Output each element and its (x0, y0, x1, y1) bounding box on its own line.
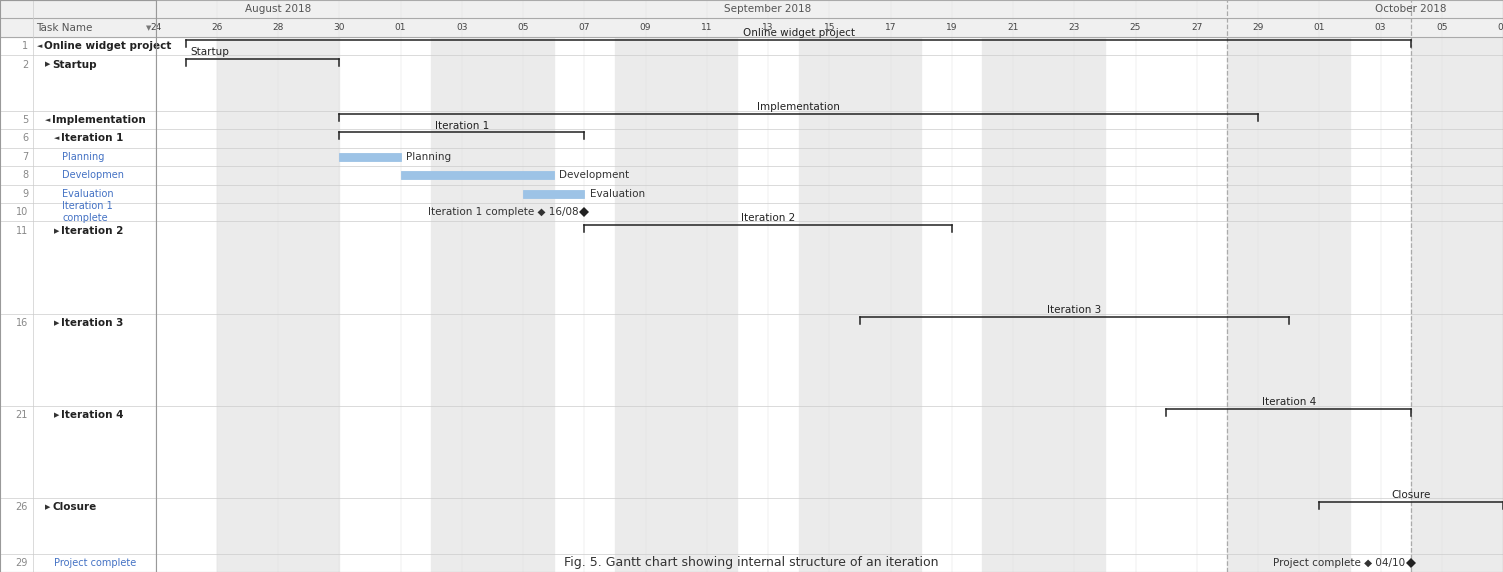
Text: 19: 19 (945, 23, 957, 32)
Text: 7: 7 (21, 152, 29, 162)
Text: 17: 17 (885, 23, 896, 32)
Text: Fig. 5. Gantt chart showing internal structure of an iteration: Fig. 5. Gantt chart showing internal str… (564, 556, 939, 569)
Text: ▶: ▶ (54, 320, 59, 326)
Text: 10: 10 (15, 207, 29, 217)
Bar (493, 0, 553, 572)
Text: Project complete: Project complete (54, 558, 135, 568)
Bar (0, 0, 156, 37)
Text: Developmen: Developmen (62, 170, 125, 180)
Text: September 2018: September 2018 (724, 4, 812, 14)
Text: 13: 13 (762, 23, 774, 32)
Bar (1411, 0, 1473, 572)
Bar (676, 0, 738, 572)
Bar (278, 0, 340, 572)
Text: Iteration 3: Iteration 3 (60, 318, 123, 328)
Text: Iteration 2: Iteration 2 (60, 225, 123, 236)
Text: 05: 05 (517, 23, 529, 32)
Text: 07: 07 (1497, 23, 1503, 32)
Text: 16: 16 (15, 318, 29, 328)
Text: 03: 03 (455, 23, 467, 32)
Text: 24: 24 (150, 23, 161, 32)
Text: Closure: Closure (1392, 490, 1431, 500)
Text: 30: 30 (334, 23, 346, 32)
Text: October 2018: October 2018 (1375, 4, 1447, 14)
Text: 11: 11 (15, 225, 29, 236)
Text: Iteration 1
complete: Iteration 1 complete (62, 201, 113, 223)
Text: 03: 03 (1375, 23, 1386, 32)
Bar (1473, 0, 1503, 572)
Text: 01: 01 (1314, 23, 1326, 32)
Text: ▶: ▶ (54, 228, 59, 233)
Bar (1228, 0, 1288, 572)
Text: 09: 09 (640, 23, 651, 32)
Bar (983, 0, 1043, 572)
Bar (523, 190, 585, 198)
Text: August 2018: August 2018 (245, 4, 311, 14)
Text: 15: 15 (824, 23, 836, 32)
Text: Implementation: Implementation (758, 102, 840, 112)
Text: Iteration 4: Iteration 4 (60, 410, 123, 420)
Text: 29: 29 (15, 558, 29, 568)
Text: 21: 21 (1007, 23, 1019, 32)
Bar (400, 171, 553, 180)
Text: Online widget project: Online widget project (742, 29, 855, 38)
Text: 26: 26 (15, 502, 29, 513)
Text: Iteration 3: Iteration 3 (1048, 305, 1102, 315)
Bar (615, 0, 676, 572)
Text: Iteration 2: Iteration 2 (741, 213, 795, 223)
Text: 28: 28 (272, 23, 284, 32)
Bar (1288, 0, 1350, 572)
Text: 5: 5 (21, 115, 29, 125)
Bar (156, 0, 1503, 37)
Text: 01: 01 (395, 23, 406, 32)
Text: 25: 25 (1130, 23, 1141, 32)
Text: Online widget project: Online widget project (44, 41, 171, 51)
Text: 21: 21 (15, 410, 29, 420)
Text: 8: 8 (23, 170, 29, 180)
Text: 6: 6 (23, 133, 29, 144)
Text: 05: 05 (1435, 23, 1447, 32)
Text: Project complete ◆ 04/10: Project complete ◆ 04/10 (1273, 558, 1405, 568)
Text: ▶: ▶ (45, 505, 51, 510)
Text: Startup: Startup (53, 59, 96, 70)
Text: 07: 07 (579, 23, 591, 32)
Text: Iteration 1 complete ◆ 16/08: Iteration 1 complete ◆ 16/08 (427, 207, 579, 217)
Text: 11: 11 (700, 23, 712, 32)
Bar (1043, 0, 1105, 572)
Text: Planning: Planning (406, 152, 451, 162)
Bar (340, 153, 401, 161)
Text: Iteration 1: Iteration 1 (434, 121, 488, 130)
Bar (798, 0, 860, 572)
Text: Evaluation: Evaluation (589, 189, 645, 198)
Text: ◄: ◄ (54, 136, 59, 141)
Text: 23: 23 (1069, 23, 1081, 32)
Text: ◄: ◄ (45, 117, 51, 123)
Text: Startup: Startup (191, 47, 230, 57)
Text: Planning: Planning (62, 152, 105, 162)
Text: 9: 9 (23, 189, 29, 198)
Text: ▼: ▼ (146, 25, 150, 31)
Text: Evaluation: Evaluation (62, 189, 114, 198)
Text: ▶: ▶ (45, 62, 51, 67)
Text: 29: 29 (1252, 23, 1264, 32)
Text: 26: 26 (210, 23, 222, 32)
Text: Iteration 1: Iteration 1 (60, 133, 123, 144)
Text: Task Name: Task Name (36, 23, 92, 33)
Text: Closure: Closure (53, 502, 96, 513)
Bar (216, 0, 278, 572)
Text: Implementation: Implementation (53, 115, 146, 125)
Text: Development: Development (559, 170, 630, 180)
Text: 1: 1 (23, 41, 29, 51)
Bar (860, 0, 921, 572)
Text: Iteration 4: Iteration 4 (1261, 398, 1315, 407)
Text: ▶: ▶ (54, 412, 59, 418)
Text: 2: 2 (21, 59, 29, 70)
Text: 27: 27 (1190, 23, 1202, 32)
Text: ◄: ◄ (36, 43, 42, 49)
Bar (431, 0, 493, 572)
